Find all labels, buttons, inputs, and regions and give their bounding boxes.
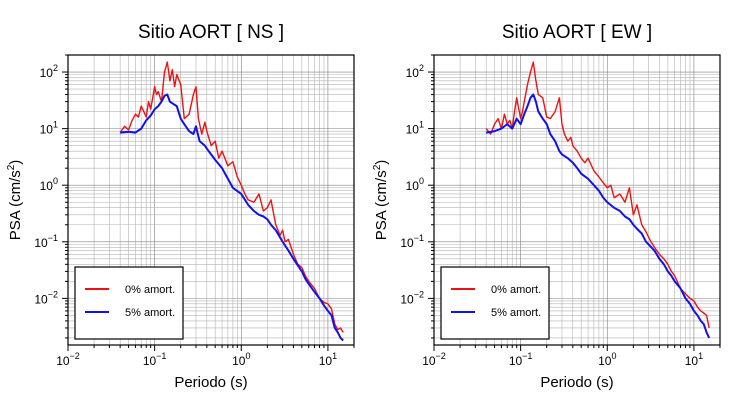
series-line-amort-0 — [485, 61, 710, 329]
x-tick-label-base: 10 — [319, 354, 333, 368]
x-tick-label-exponent: −1 — [522, 351, 532, 361]
y-tick-label: 102 — [406, 63, 424, 80]
y-axis-label-superscript: 2 — [372, 164, 383, 170]
legend-label: 0% amort. — [125, 284, 175, 296]
x-tick-label: 10−1 — [143, 351, 167, 368]
legend: 0% amort. 5% amort. — [74, 266, 184, 340]
tick-marks — [62, 54, 355, 351]
plot-frame — [433, 54, 721, 346]
y-tick-label: 100 — [40, 176, 58, 193]
y-axis-label: PSA (cm/s2) — [6, 160, 24, 241]
x-tick-label-exponent: 0 — [245, 351, 250, 361]
x-tick-label-exponent: 1 — [698, 351, 703, 361]
x-tick-label-base: 10 — [685, 354, 699, 368]
y-tick-label-base: 10 — [40, 179, 54, 193]
y-tick-label-exponent: −1 — [414, 233, 424, 243]
y-tick-label: 10−1 — [400, 233, 424, 250]
legend-box — [440, 266, 550, 340]
x-tick-label-base: 10 — [598, 354, 612, 368]
y-tick-label-exponent: 0 — [419, 176, 424, 186]
y-tick-label: 10−2 — [34, 289, 58, 306]
y-tick-label-exponent: 0 — [53, 176, 58, 186]
x-tick-label-base: 10 — [509, 354, 523, 368]
y-tick-label-exponent: 1 — [419, 120, 424, 130]
y-tick-label-base: 10 — [400, 292, 414, 306]
tick-marks — [428, 54, 721, 351]
x-tick-label-base: 10 — [422, 354, 436, 368]
y-tick-label-base: 10 — [34, 236, 48, 250]
x-axis-label: Periodo (s) — [174, 374, 247, 391]
y-tick-label-exponent: 1 — [53, 120, 58, 130]
y-tick-label-base: 10 — [406, 179, 420, 193]
x-tick-label: 100 — [598, 351, 616, 368]
plot-frame — [67, 54, 355, 346]
y-tick-label-base: 10 — [34, 292, 48, 306]
y-axis-label-tail: ) — [373, 160, 390, 165]
y-tick-label-exponent: −2 — [48, 289, 58, 299]
y-tick-label: 101 — [40, 120, 58, 137]
legend-label: 5% amort. — [491, 307, 541, 319]
y-tick-label-exponent: 2 — [53, 63, 58, 73]
y-tick-label-base: 10 — [40, 123, 54, 137]
y-axis-label: PSA (cm/s2) — [372, 160, 390, 241]
x-tick-label-exponent: 0 — [611, 351, 616, 361]
legend-label: 5% amort. — [125, 307, 175, 319]
y-tick-label: 102 — [40, 63, 58, 80]
y-tick-label-base: 10 — [40, 66, 54, 80]
y-tick-label: 10−1 — [34, 233, 58, 250]
x-tick-label-base: 10 — [56, 354, 70, 368]
y-tick-label-exponent: 2 — [419, 63, 424, 73]
series-line-amort-5 — [120, 93, 344, 342]
legend-label: 0% amort. — [491, 284, 541, 296]
x-tick-label-exponent: −2 — [70, 351, 80, 361]
x-tick-label-base: 10 — [232, 354, 246, 368]
y-tick-label-exponent: −2 — [414, 289, 424, 299]
y-tick-label: 10−2 — [400, 289, 424, 306]
y-axis-label-superscript: 2 — [6, 164, 17, 170]
y-axis-label-base: PSA (cm/s — [7, 170, 24, 240]
x-axis-label: Periodo (s) — [540, 374, 613, 391]
y-tick-label-base: 10 — [406, 123, 420, 137]
x-tick-label: 10−1 — [509, 351, 533, 368]
x-tick-label: 100 — [232, 351, 250, 368]
x-tick-label-exponent: −2 — [436, 351, 446, 361]
legend-box — [74, 266, 184, 340]
legend: 0% amort. 5% amort. — [440, 266, 550, 340]
x-tick-label-base: 10 — [143, 354, 157, 368]
series-line-amort-0 — [119, 61, 344, 333]
x-tick-label: 10−2 — [422, 351, 446, 368]
y-tick-label-base: 10 — [406, 66, 420, 80]
y-tick-label: 100 — [406, 176, 424, 193]
y-tick-label: 101 — [406, 120, 424, 137]
x-tick-label-exponent: −1 — [156, 351, 166, 361]
chart-title: Sitio AORT [ EW ] — [502, 22, 652, 43]
x-tick-label: 101 — [685, 351, 703, 368]
series-line-amort-5 — [485, 93, 711, 339]
x-tick-label-exponent: 1 — [332, 351, 337, 361]
y-axis-label-base: PSA (cm/s — [373, 170, 390, 240]
y-axis-label-tail: ) — [7, 160, 24, 165]
x-tick-label: 10−2 — [56, 351, 80, 368]
y-tick-label-exponent: −1 — [48, 233, 58, 243]
chart-title: Sitio AORT [ NS ] — [138, 22, 284, 43]
x-tick-label: 101 — [319, 351, 337, 368]
y-tick-label-base: 10 — [400, 236, 414, 250]
